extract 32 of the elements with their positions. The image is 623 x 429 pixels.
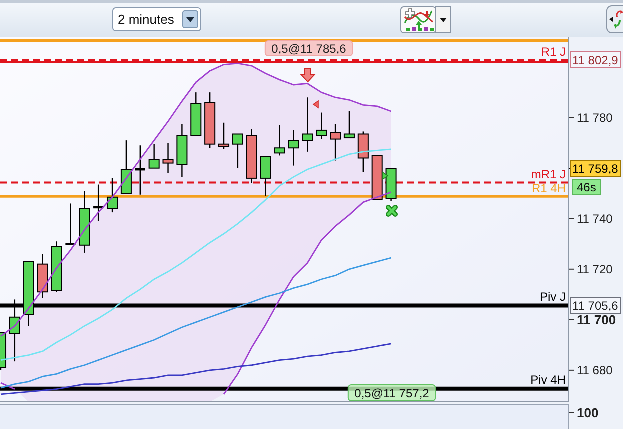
annotation: 0,5@11 757,2 bbox=[354, 386, 430, 400]
annotation: 0,5@11 785,6 bbox=[272, 42, 347, 56]
ref-line-label: Piv J bbox=[540, 290, 566, 304]
y-tick-label: 11 780 bbox=[577, 111, 614, 126]
candlestick bbox=[274, 124, 286, 156]
candlestick bbox=[64, 203, 77, 246]
candlestick bbox=[316, 112, 328, 140]
candlestick bbox=[162, 142, 174, 174]
candlestick bbox=[148, 144, 160, 169]
candlestick bbox=[288, 130, 300, 166]
candlestick bbox=[134, 145, 147, 196]
candlestick bbox=[358, 131, 369, 173]
y-tick-label: 11 740 bbox=[577, 212, 614, 226]
ref-line-label: Piv 4H bbox=[530, 372, 566, 387]
candlestick bbox=[92, 184, 105, 222]
candlestick bbox=[106, 178, 118, 214]
ref-line-label: R1 4H bbox=[532, 182, 566, 196]
y-tick-label: 11 680 bbox=[577, 364, 614, 378]
text: 2 minutes bbox=[118, 12, 175, 27]
ref-line-label: R1 J bbox=[541, 44, 566, 59]
candlestick bbox=[218, 122, 230, 150]
candlestick bbox=[232, 134, 244, 169]
candlestick bbox=[330, 124, 342, 162]
y-tick-label: 11 720 bbox=[577, 262, 614, 277]
line-series bbox=[0, 257, 392, 389]
text: 46s bbox=[577, 180, 596, 195]
candlestick bbox=[120, 140, 132, 194]
ref-line-label: mR1 J bbox=[531, 168, 566, 182]
y-tick-label: 11 700 bbox=[577, 312, 616, 328]
candlestick bbox=[260, 156, 272, 197]
text: 100 bbox=[577, 406, 599, 421]
candlestick bbox=[344, 110, 355, 139]
